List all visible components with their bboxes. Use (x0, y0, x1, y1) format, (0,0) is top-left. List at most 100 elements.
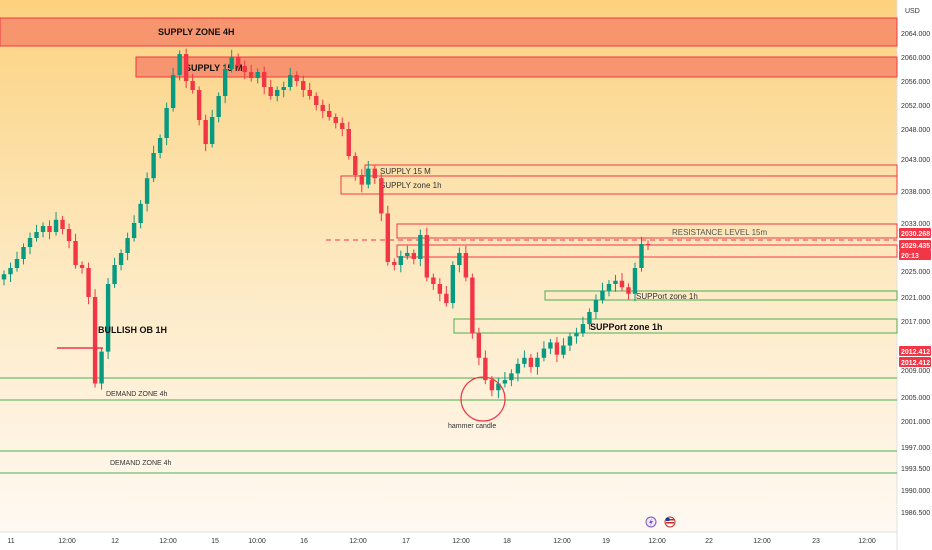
candle[interactable] (216, 92, 221, 123)
candle[interactable] (301, 75, 306, 98)
candle[interactable] (411, 249, 417, 265)
candle[interactable] (379, 172, 384, 222)
time-axis[interactable]: 11 12:00 12 12:00 15 10:00 16 12:00 17 12:00 18 12:… (7, 538, 875, 545)
candle[interactable] (222, 63, 228, 104)
support-zone-1h-box[interactable] (544, 290, 898, 301)
candle[interactable] (606, 280, 612, 297)
candle[interactable] (463, 245, 469, 282)
candle[interactable] (275, 86, 280, 102)
supply-zone-4h-box[interactable] (0, 17, 898, 47)
candle[interactable] (424, 227, 430, 282)
candle[interactable] (593, 294, 599, 320)
candle[interactable] (392, 258, 397, 271)
candle[interactable] (66, 223, 72, 249)
candle[interactable] (177, 50, 182, 81)
candle[interactable] (79, 261, 85, 274)
candle[interactable] (522, 350, 527, 368)
candle[interactable] (125, 232, 130, 261)
candle[interactable] (502, 372, 508, 388)
candle[interactable] (144, 172, 150, 212)
supply-zone-1h-box[interactable] (340, 175, 898, 195)
candle[interactable] (353, 152, 358, 181)
candle[interactable] (444, 285, 449, 307)
candle[interactable] (405, 245, 410, 260)
candle[interactable] (554, 336, 560, 363)
candle[interactable] (418, 229, 423, 267)
candle[interactable] (281, 81, 286, 98)
candle[interactable] (288, 67, 293, 91)
candle[interactable] (1, 270, 7, 286)
candle[interactable] (294, 71, 299, 87)
candle[interactable] (515, 358, 521, 382)
candle[interactable] (528, 354, 534, 373)
candle[interactable] (34, 224, 39, 242)
candle[interactable] (53, 212, 59, 236)
supply-15m-box[interactable] (135, 56, 898, 78)
candle[interactable] (157, 134, 163, 159)
candle[interactable] (431, 273, 436, 290)
candle[interactable] (190, 73, 195, 94)
candle[interactable] (118, 249, 124, 271)
candle[interactable] (509, 369, 514, 387)
candle[interactable] (268, 79, 273, 100)
candle[interactable] (600, 282, 605, 304)
candle[interactable] (86, 262, 91, 305)
candle[interactable] (92, 289, 98, 388)
candle[interactable] (99, 347, 104, 390)
candle[interactable] (346, 121, 351, 160)
candle[interactable] (131, 215, 137, 242)
candle[interactable] (385, 205, 390, 266)
candle[interactable] (8, 262, 13, 283)
candle[interactable] (60, 215, 65, 235)
candle[interactable] (151, 145, 156, 183)
candle[interactable] (626, 283, 631, 300)
candle[interactable] (235, 53, 241, 72)
resistance-zone-box[interactable] (396, 223, 898, 239)
candle[interactable] (645, 240, 651, 250)
candle[interactable] (196, 86, 202, 126)
candle[interactable] (470, 273, 475, 339)
candle[interactable] (170, 67, 176, 112)
candle[interactable] (73, 233, 78, 269)
candle[interactable] (450, 261, 456, 309)
candle[interactable] (27, 232, 33, 255)
candle[interactable] (320, 99, 325, 119)
candle[interactable] (639, 236, 644, 272)
candle[interactable] (457, 247, 462, 273)
candle[interactable] (340, 117, 345, 137)
candle[interactable] (164, 102, 169, 146)
candle[interactable] (483, 350, 488, 385)
candle[interactable] (327, 103, 332, 121)
candle[interactable] (138, 199, 143, 229)
candle[interactable] (359, 169, 364, 193)
candle[interactable] (398, 250, 404, 273)
candle[interactable] (183, 48, 189, 89)
candle[interactable] (307, 82, 312, 100)
candle[interactable] (255, 68, 260, 84)
candle[interactable] (496, 377, 501, 399)
candle[interactable] (203, 114, 208, 152)
candle[interactable] (209, 109, 215, 148)
candle[interactable] (632, 262, 638, 302)
candle[interactable] (476, 327, 482, 366)
candle[interactable] (567, 332, 573, 352)
candle[interactable] (561, 338, 566, 359)
candle[interactable] (613, 274, 618, 292)
candle[interactable] (437, 278, 443, 302)
candle[interactable] (112, 257, 117, 288)
candle[interactable] (40, 222, 46, 238)
candle[interactable] (541, 341, 547, 362)
candle[interactable] (262, 66, 267, 95)
price-axis[interactable]: USD 2064.000 2060.000 2056.000 2052.000 2048… (901, 8, 930, 517)
candle[interactable] (587, 308, 592, 330)
candle[interactable] (248, 64, 254, 82)
candle[interactable] (580, 316, 586, 337)
candle[interactable] (242, 60, 247, 80)
candle[interactable] (333, 113, 338, 129)
support-zone-1h-lower-box[interactable] (453, 318, 898, 334)
candle[interactable] (314, 92, 319, 111)
candle[interactable] (105, 278, 111, 359)
candle[interactable] (548, 338, 553, 355)
